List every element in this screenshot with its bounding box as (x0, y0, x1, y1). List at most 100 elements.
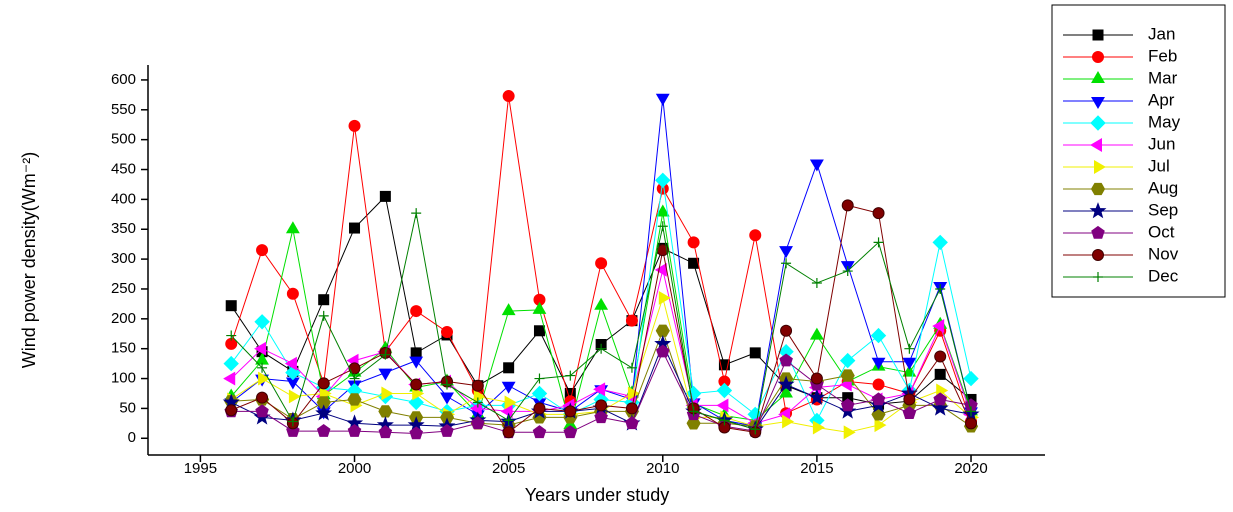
marker (781, 258, 792, 269)
marker (504, 395, 517, 410)
marker (749, 229, 762, 242)
marker (257, 362, 268, 373)
marker (932, 319, 945, 333)
marker (318, 310, 329, 321)
legend-label: Jul (1148, 156, 1170, 175)
marker (409, 426, 423, 440)
marker (440, 392, 454, 405)
legend-label: Jun (1148, 134, 1175, 153)
marker (347, 423, 362, 437)
x-tick-label: 2010 (646, 460, 679, 477)
marker (658, 291, 671, 305)
marker (625, 416, 639, 430)
marker (349, 373, 360, 384)
y-tick-label: 0 (128, 429, 136, 446)
marker (812, 420, 825, 435)
marker (287, 416, 298, 427)
marker (779, 385, 793, 398)
legend-label: Nov (1148, 244, 1179, 263)
marker (286, 287, 299, 300)
marker (225, 404, 238, 417)
marker (595, 399, 608, 412)
legend-label: Dec (1148, 266, 1179, 285)
marker (625, 314, 638, 327)
legend-label: Oct (1148, 222, 1175, 241)
marker (532, 425, 547, 439)
marker (410, 305, 423, 318)
y-tick-label: 150 (111, 340, 136, 357)
marker (223, 371, 236, 386)
marker (779, 246, 793, 259)
y-tick-label: 500 (111, 131, 136, 148)
y-tick-label: 550 (111, 101, 136, 118)
marker (533, 325, 545, 337)
y-axis-title: Wind power density(Wm⁻²) (19, 152, 39, 369)
marker (934, 368, 946, 380)
marker (565, 370, 576, 381)
marker (226, 330, 237, 341)
x-tick-label: 2020 (954, 460, 987, 477)
marker (285, 221, 300, 234)
marker (779, 353, 793, 367)
marker (902, 357, 917, 370)
marker (563, 425, 578, 439)
legend-marker (1091, 97, 1105, 109)
marker (966, 406, 977, 417)
marker (872, 207, 885, 220)
marker (932, 234, 948, 251)
legend-marker (1093, 272, 1103, 282)
legend-box (1051, 4, 1226, 298)
marker (809, 159, 824, 172)
marker (808, 388, 826, 405)
marker (256, 391, 269, 404)
marker (316, 396, 331, 409)
marker (839, 352, 856, 369)
marker (379, 190, 391, 202)
legend-label: Mar (1148, 68, 1178, 87)
marker (931, 399, 949, 416)
marker (842, 266, 853, 277)
marker (254, 341, 267, 356)
marker (657, 221, 668, 232)
marker (716, 398, 729, 413)
marker (225, 300, 237, 312)
y-tick-label: 250 (111, 280, 136, 297)
y-tick-label: 300 (111, 250, 136, 267)
legend-marker (1090, 182, 1106, 196)
marker (843, 425, 856, 440)
marker (626, 362, 637, 373)
marker (871, 357, 886, 370)
legend-marker (1089, 202, 1107, 219)
marker (625, 402, 638, 415)
marker (749, 347, 761, 359)
x-tick-label: 2005 (492, 460, 525, 477)
marker (656, 344, 670, 358)
marker (348, 119, 361, 132)
marker (870, 327, 887, 344)
marker (255, 404, 269, 418)
marker (871, 392, 886, 406)
marker (533, 402, 546, 415)
marker (655, 93, 670, 106)
legend-marker (1090, 138, 1102, 152)
marker (934, 350, 947, 363)
marker (381, 386, 394, 401)
marker (810, 372, 823, 385)
legend-marker (1092, 249, 1104, 261)
marker (874, 418, 887, 433)
marker (777, 375, 795, 392)
marker (534, 373, 545, 384)
y-tick-label: 450 (111, 160, 136, 177)
marker (935, 283, 946, 294)
marker (409, 356, 424, 369)
marker (688, 406, 699, 417)
marker (655, 204, 670, 217)
marker (439, 411, 455, 424)
marker (627, 386, 640, 401)
marker (718, 359, 730, 371)
marker (380, 349, 391, 360)
legend-marker (1091, 71, 1105, 83)
series (225, 199, 978, 439)
marker (500, 404, 513, 419)
marker (349, 222, 361, 234)
